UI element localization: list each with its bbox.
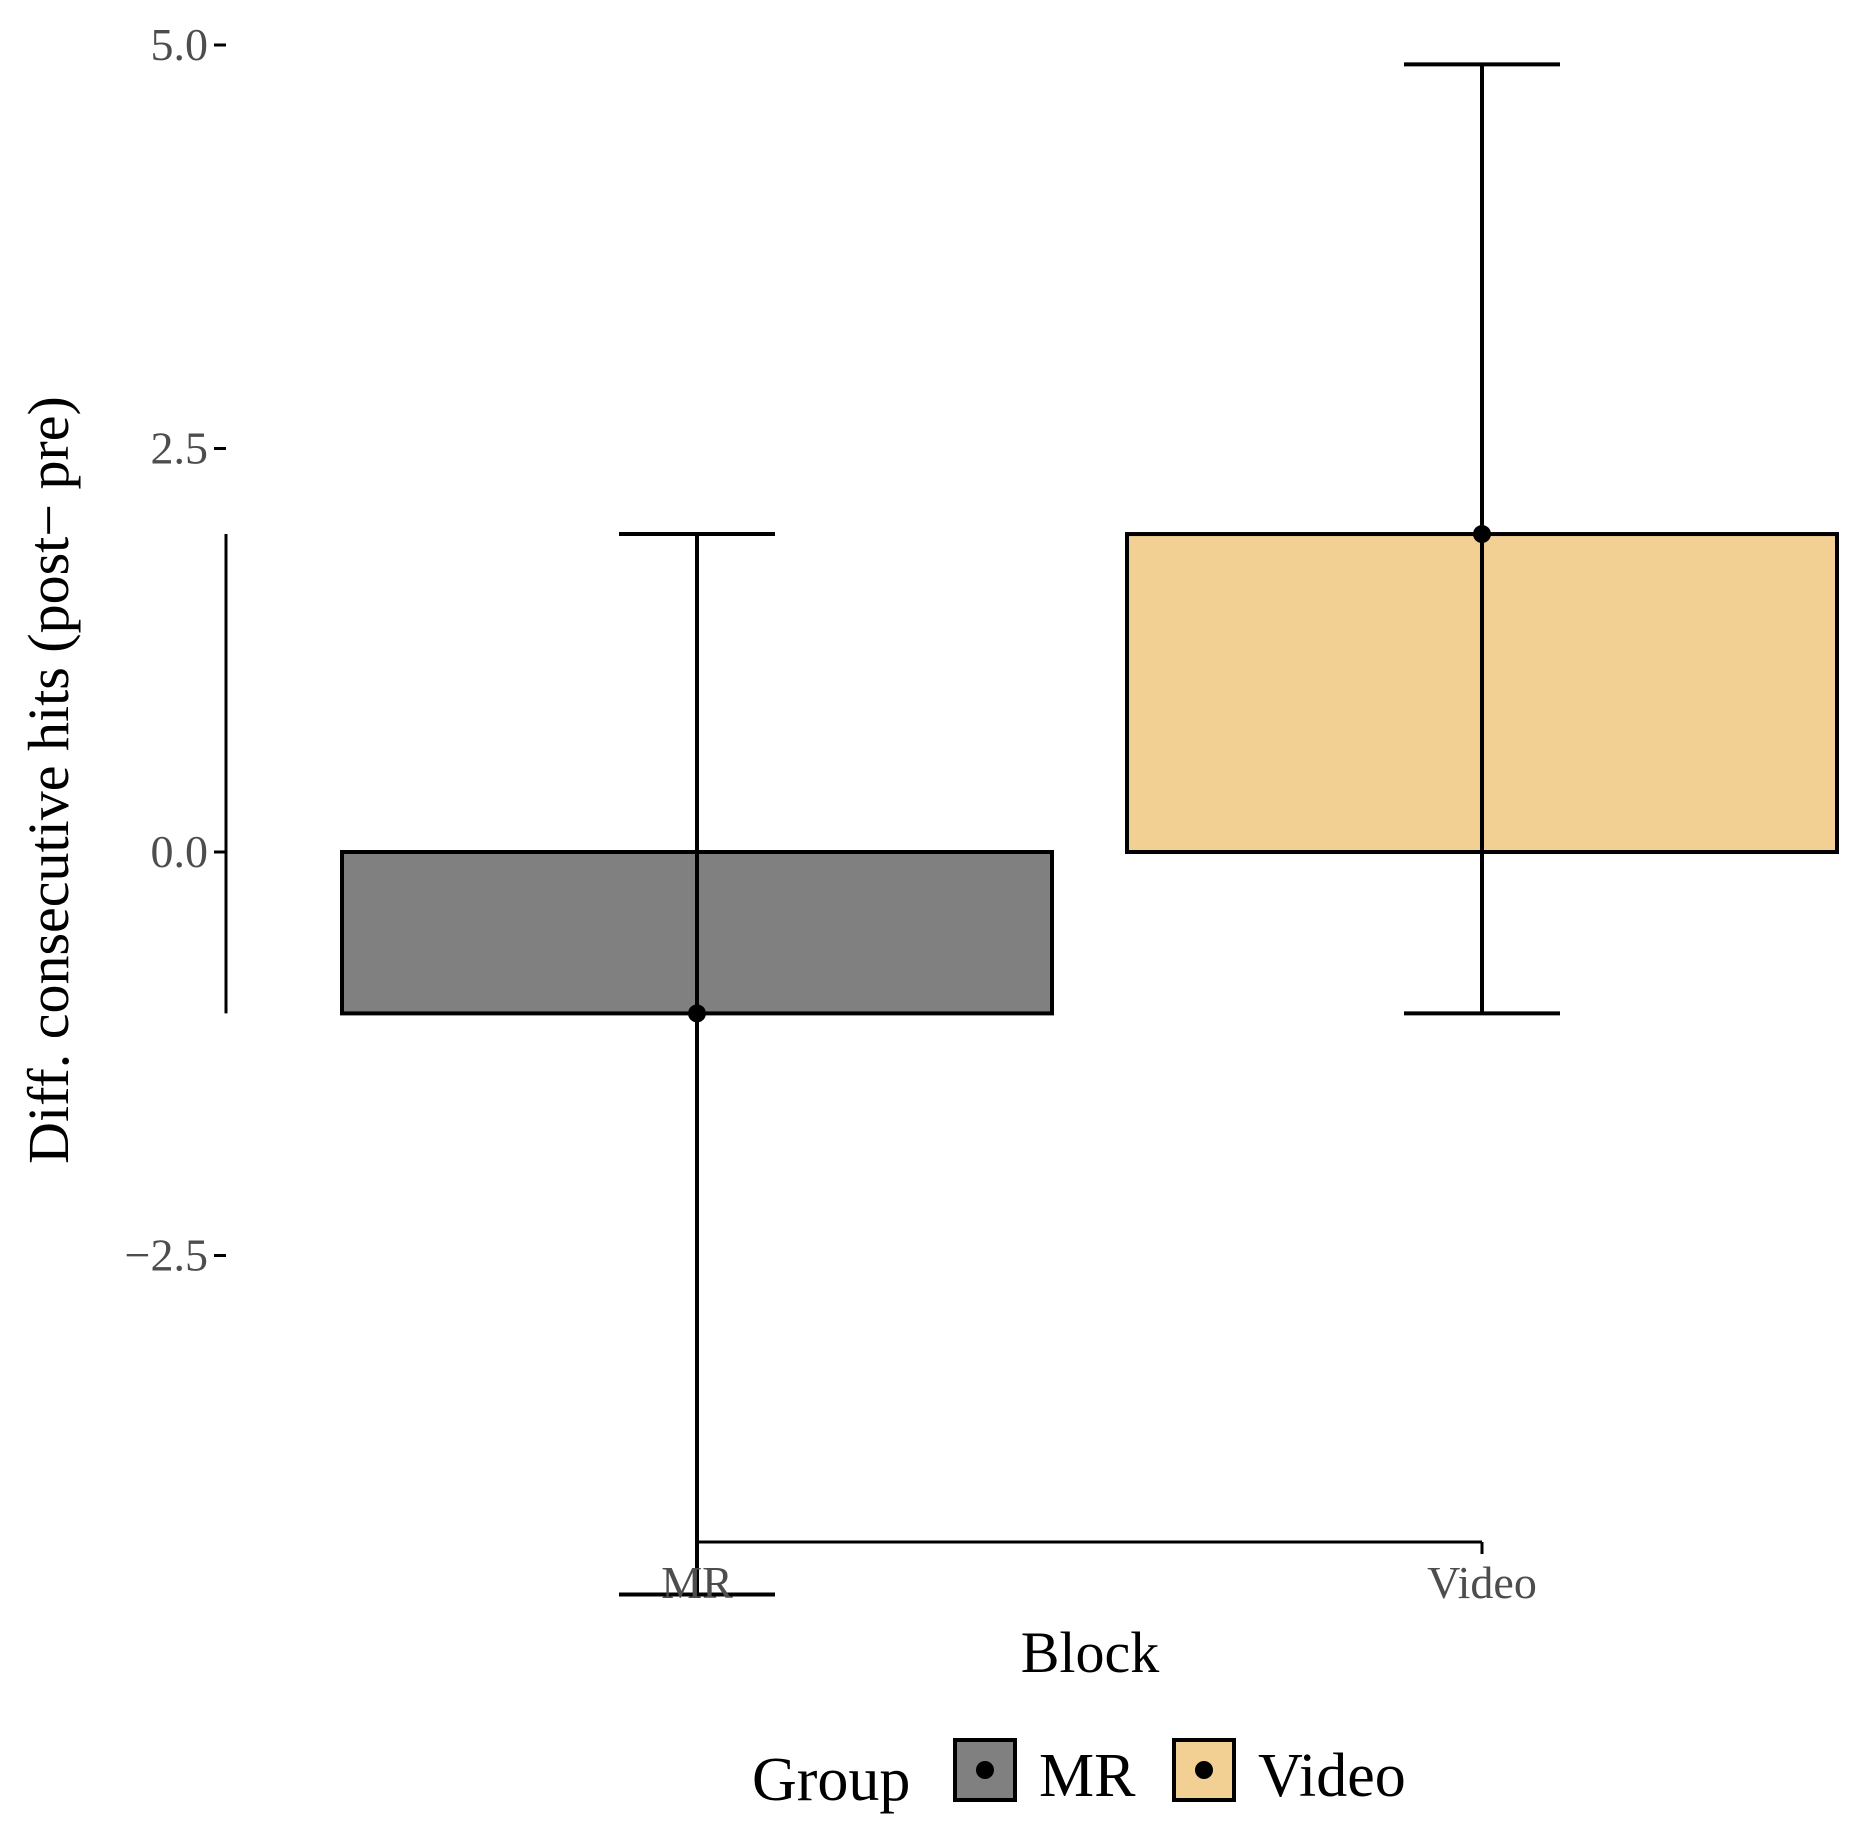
y-tick-label: 2.5 bbox=[151, 423, 209, 474]
error-bars bbox=[619, 62, 1560, 1597]
y-tick-label: 0.0 bbox=[151, 826, 209, 877]
x-axis-title: Block bbox=[1021, 1620, 1160, 1685]
legend-title: Group bbox=[752, 1746, 910, 1814]
mean-point-video bbox=[1473, 525, 1491, 544]
legend-items: MR Video bbox=[953, 1738, 1406, 1810]
bars bbox=[340, 532, 1839, 1016]
y-tick-label: 5.0 bbox=[151, 19, 209, 70]
legend: Group MR Video bbox=[752, 1738, 1406, 1814]
mean-point-mr bbox=[688, 1004, 706, 1023]
legend-label-mr: MR bbox=[1039, 1742, 1136, 1810]
x-tick-label: MR bbox=[661, 1557, 733, 1608]
legend-key-video bbox=[1172, 1738, 1236, 1802]
x-ticks: MR Video bbox=[661, 1542, 1537, 1608]
legend-key-point bbox=[1195, 1761, 1213, 1779]
x-axis: MR Video bbox=[661, 1540, 1537, 1608]
y-ticks: −2.5 0.0 2.5 5.0 bbox=[125, 19, 226, 1281]
y-tick-label: −2.5 bbox=[125, 1230, 208, 1281]
y-axis-title: Diff. consecutive hits (post− pre) bbox=[16, 396, 81, 1164]
x-tick-label: Video bbox=[1427, 1557, 1537, 1608]
legend-key-point bbox=[976, 1761, 994, 1779]
y-axis: −2.5 0.0 2.5 5.0 bbox=[125, 19, 228, 1281]
legend-label-video: Video bbox=[1258, 1742, 1406, 1810]
